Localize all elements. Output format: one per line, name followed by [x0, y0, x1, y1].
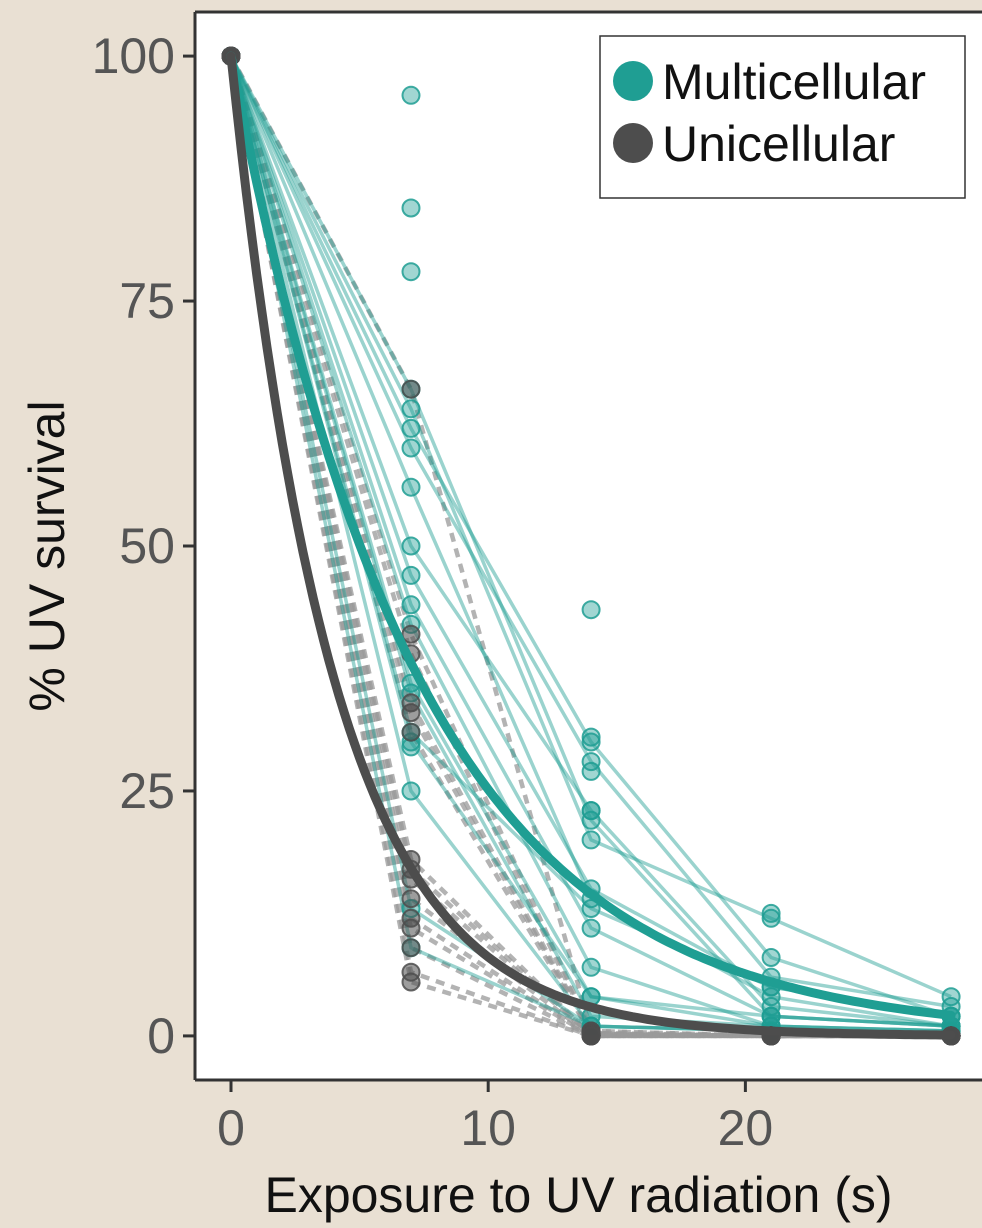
- multicellular-replicate-line-1: [229, 55, 952, 1028]
- multicellular-point: [401, 477, 421, 497]
- y-tick-label: 0: [147, 1008, 175, 1064]
- unicellular-replicate-line-15: [228, 55, 952, 1039]
- unicellular-point: [581, 1026, 601, 1046]
- x-tick-label: 10: [460, 1100, 516, 1156]
- multicellular-point: [581, 801, 601, 821]
- fit-curves: [226, 51, 956, 1040]
- multicellular-point: [581, 752, 601, 772]
- axes: 0 25 50 75 100 0 10 20 Exposure to UV radiation …: [19, 10, 982, 1223]
- y-tick-label: 50: [119, 518, 175, 574]
- unicellular-legend-marker: [613, 123, 653, 163]
- unicellular-legend-label: Unicellular: [662, 116, 895, 172]
- multicellular-point: [581, 727, 601, 747]
- unicellular-point: [401, 722, 421, 742]
- unicellular-fit-curve: [226, 51, 956, 1040]
- multicellular-point: [581, 830, 601, 850]
- multicellular-point: [761, 903, 781, 923]
- unicellular-point: [401, 938, 421, 958]
- unicellular-replicate-line-12: [228, 55, 952, 1039]
- multicellular-replicate-line-6: [229, 55, 952, 1028]
- multicellular-point: [401, 595, 421, 615]
- unicellular-replicate-line-6: [228, 55, 952, 1039]
- unicellular-point: [401, 889, 421, 909]
- y-tick-label: 25: [119, 763, 175, 819]
- multicellular-point: [581, 899, 601, 918]
- multicellular-point: [581, 957, 601, 977]
- multicellular-replicate-line-9: [229, 55, 952, 1033]
- legend-box: [599, 35, 966, 199]
- multicellular-point: [401, 198, 421, 218]
- y-axis-title: % UV survival: [19, 400, 75, 711]
- multicellular-replicate-line-8: [229, 55, 952, 1028]
- multicellular-point: [401, 536, 421, 556]
- multicellular-legend-marker: [613, 61, 653, 101]
- multicellular-point: [581, 600, 601, 620]
- multicellular-replicate-line-11: [229, 55, 952, 1033]
- x-tick-label: 0: [217, 1100, 245, 1156]
- multicellular-point: [401, 418, 421, 438]
- multicellular-point: [401, 262, 421, 282]
- unicellular-point: [401, 918, 421, 938]
- y-tick-label: 75: [119, 273, 175, 329]
- y-tick-label: 100: [92, 28, 175, 84]
- multicellular-point: [581, 918, 601, 938]
- multicellular-point: [581, 810, 601, 830]
- multicellular-point: [581, 761, 601, 781]
- legend: Multicellular Unicellular: [599, 35, 966, 199]
- multicellular-point: [941, 987, 961, 1007]
- multicellular-point: [401, 438, 421, 458]
- x-axis-title: Exposure to UV radiation (s): [264, 1167, 892, 1223]
- multicellular-fit-curve: [226, 51, 956, 1020]
- multicellular-replicate-line-10: [229, 55, 952, 1028]
- unicellular-replicate-line-5: [228, 55, 952, 1039]
- multicellular-point: [401, 399, 421, 419]
- unicellular-point: [401, 624, 421, 644]
- multicellular-point: [401, 85, 421, 105]
- multicellular-point: [761, 948, 781, 967]
- multicellular-replicate-line-2: [229, 55, 952, 999]
- multicellular-point: [761, 997, 781, 1016]
- multicellular-point: [761, 987, 781, 1007]
- multicellular-legend-label: Multicellular: [662, 54, 926, 110]
- multicellular-point: [761, 1006, 781, 1026]
- multicellular-point: [581, 732, 601, 752]
- multicellular-replicate-line-4: [229, 55, 952, 1009]
- x-tick-label: 20: [718, 1100, 774, 1156]
- multicellular-point: [401, 781, 421, 801]
- unicellular-point: [401, 703, 421, 723]
- multicellular-point: [761, 908, 781, 928]
- unicellular-point: [401, 972, 421, 992]
- multicellular-point: [401, 565, 421, 585]
- multicellular-replicate-line-3: [229, 55, 952, 1018]
- unicellular-point: [401, 379, 421, 399]
